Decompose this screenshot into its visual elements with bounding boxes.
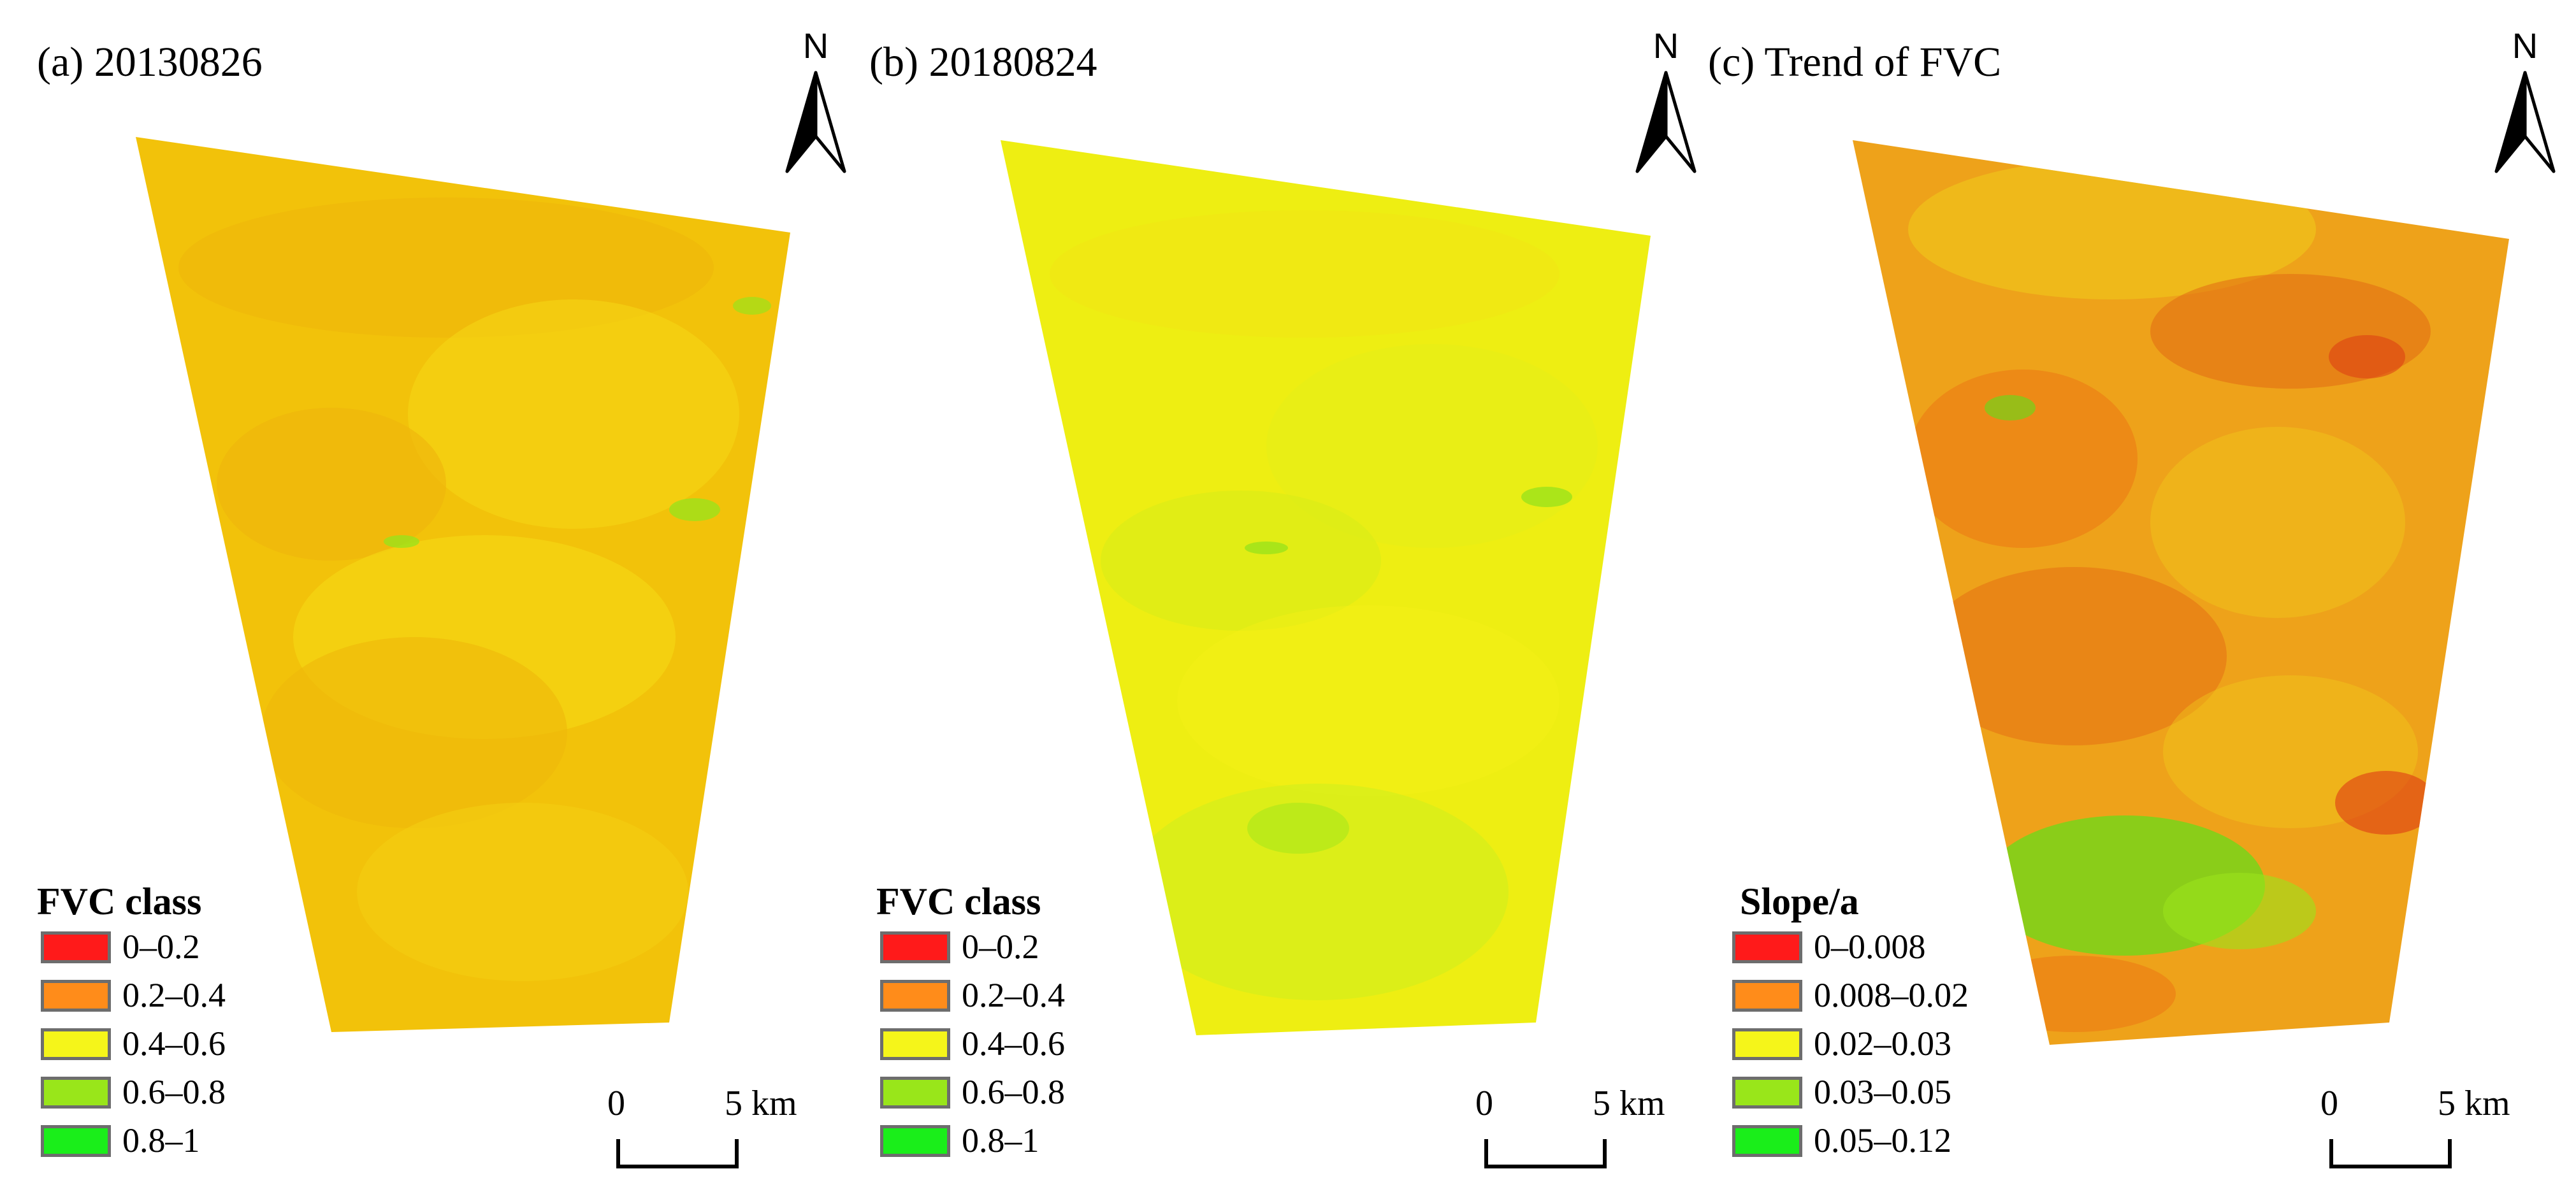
legend-label: 0.05–0.12 <box>1814 1121 1951 1160</box>
north-label: N <box>802 25 829 66</box>
north-label: N <box>1653 25 1679 66</box>
scale-bar-line <box>616 1139 739 1168</box>
legend-swatch <box>41 1125 111 1157</box>
legend-swatch <box>880 980 950 1012</box>
legend-label: 0–0.008 <box>1814 928 1926 966</box>
legend-label: 0.2–0.4 <box>122 976 226 1014</box>
fvc-map-2013 <box>136 137 790 1032</box>
scale-bar-end-label: 5 km <box>725 1084 797 1123</box>
legend-title: Slope/a <box>1740 880 1859 923</box>
legend-swatch <box>880 931 950 963</box>
legend-label: 0.6–0.8 <box>962 1073 1065 1111</box>
legend: FVC class 0–0.2 0.2–0.4 0.4–0.6 0.6–0.8 … <box>37 879 226 1166</box>
legend-swatch <box>880 1028 950 1060</box>
north-arrow-icon <box>785 71 846 173</box>
legend-label: 0.03–0.05 <box>1814 1073 1951 1111</box>
scale-bar-start-label: 0 <box>607 1084 625 1123</box>
scale-bar-end-label: 5 km <box>2438 1084 2510 1123</box>
legend-label: 0.6–0.8 <box>122 1073 226 1111</box>
legend-item: 0.008–0.02 <box>1728 972 1969 1021</box>
legend-swatch <box>880 1125 950 1157</box>
scale-bar-line <box>1484 1139 1607 1168</box>
legend-label: 0.4–0.6 <box>122 1024 226 1063</box>
legend-item: 0.2–0.4 <box>37 972 226 1021</box>
legend-title: FVC class <box>876 880 1041 923</box>
legend-label: 0–0.2 <box>122 928 200 966</box>
panel-title: (b) 20180824 <box>869 39 1097 85</box>
fvc-trend-map <box>1853 140 2509 1045</box>
legend-swatch <box>1732 1125 1802 1157</box>
legend-swatch <box>1732 1028 1802 1060</box>
panel-a: (a) 20130826 N FVC class 0–0.2 <box>0 0 858 1199</box>
legend-item: 0.02–0.03 <box>1728 1021 1951 1069</box>
scale-bar-start-label: 0 <box>1475 1084 1493 1123</box>
legend-item: 0.6–0.8 <box>37 1069 226 1117</box>
legend-item: 0.4–0.6 <box>876 1021 1065 1069</box>
legend-swatch <box>1732 1077 1802 1109</box>
scale-bar: 0 5 km <box>1475 1083 1665 1179</box>
north-arrow-icon <box>1635 71 1697 173</box>
legend-item: 0.6–0.8 <box>876 1069 1065 1117</box>
fvc-map-2018 <box>1001 140 1651 1035</box>
legend-label: 0.2–0.4 <box>962 976 1065 1014</box>
legend-swatch <box>41 980 111 1012</box>
legend-swatch <box>880 1077 950 1109</box>
scale-bar: 0 5 km <box>607 1083 797 1179</box>
legend-label: 0–0.2 <box>962 928 1039 966</box>
scale-bar: 0 5 km <box>2320 1083 2510 1179</box>
legend-item: 0–0.2 <box>876 924 1041 972</box>
legend-swatch <box>41 1077 111 1109</box>
north-arrow: N <box>781 25 851 178</box>
legend-label: 0.8–1 <box>122 1121 200 1160</box>
scale-bar-end-label: 5 km <box>1593 1084 1665 1123</box>
panel-title: (c) Trend of FVC <box>1708 39 2002 85</box>
legend-item: 0–0.2 <box>37 924 201 972</box>
legend-item: 0.8–1 <box>37 1117 201 1166</box>
legend-swatch <box>41 931 111 963</box>
legend-item: 0.03–0.05 <box>1728 1069 1951 1117</box>
panel-title: (a) 20130826 <box>37 39 263 85</box>
panel-b: (b) 20180824 N FVC class 0–0.2 <box>858 0 1717 1199</box>
scale-bar-line <box>2329 1139 2452 1168</box>
legend-item: 0–0.008 <box>1728 924 1926 972</box>
legend-swatch <box>1732 931 1802 963</box>
legend-item: 0.05–0.12 <box>1728 1117 1951 1166</box>
legend-label: 0.02–0.03 <box>1814 1024 1951 1063</box>
legend-item: 0.8–1 <box>876 1117 1041 1166</box>
legend-label: 0.008–0.02 <box>1814 976 1969 1014</box>
legend-item: 0.4–0.6 <box>37 1021 226 1069</box>
north-arrow: N <box>2490 25 2560 178</box>
legend-swatch <box>41 1028 111 1060</box>
legend-label: 0.8–1 <box>962 1121 1039 1160</box>
legend-label: 0.4–0.6 <box>962 1024 1065 1063</box>
legend-title: FVC class <box>37 880 202 923</box>
north-arrow: N <box>1631 25 1701 178</box>
north-label: N <box>2512 25 2538 66</box>
legend: Slope/a 0–0.008 0.008–0.02 0.02–0.03 0.0… <box>1728 879 1969 1166</box>
scale-bar-start-label: 0 <box>2320 1084 2338 1123</box>
legend: FVC class 0–0.2 0.2–0.4 0.4–0.6 0.6–0.8 … <box>876 879 1065 1166</box>
north-arrow-icon <box>2494 71 2556 173</box>
legend-swatch <box>1732 980 1802 1012</box>
panel-c: (c) Trend of FVC N Slope/a <box>1708 0 2575 1199</box>
legend-item: 0.2–0.4 <box>876 972 1065 1021</box>
